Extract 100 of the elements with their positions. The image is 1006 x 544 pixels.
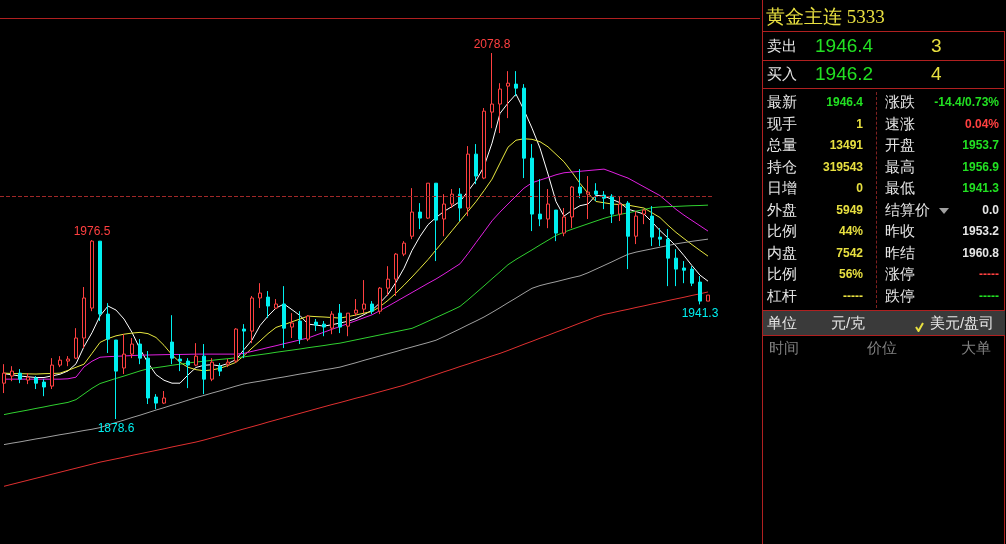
text: 4	[931, 63, 942, 85]
text: 黄金主连 5333	[766, 5, 885, 29]
candlestick	[418, 202, 422, 230]
text: 单位	[767, 314, 797, 333]
candlestick	[578, 168, 582, 199]
candlestick	[450, 188, 454, 209]
candlestick	[250, 295, 254, 344]
candlestick	[154, 393, 158, 410]
candlestick	[378, 286, 382, 315]
candlestick	[18, 368, 22, 384]
candlestick	[114, 339, 118, 420]
text: 杠杆	[767, 286, 797, 306]
text: 最高	[885, 157, 915, 177]
candlestick	[370, 300, 374, 315]
text: 319543	[822, 159, 863, 174]
candlestick	[274, 298, 278, 310]
candlestick	[362, 279, 366, 314]
candlestick	[226, 358, 230, 368]
candlestick	[442, 193, 446, 237]
candlestick	[178, 353, 182, 372]
text: 昨收	[885, 222, 915, 241]
candlestick	[674, 248, 678, 287]
candlestick	[258, 282, 262, 309]
candlestick	[202, 343, 206, 395]
candlestick	[322, 320, 326, 337]
candlestick	[162, 390, 166, 405]
text: 美元/盘司	[930, 314, 995, 333]
candlestick	[482, 107, 486, 180]
candlestick	[650, 205, 654, 247]
text: 1	[856, 116, 863, 131]
text: 昨结	[885, 243, 915, 263]
candlestick	[146, 350, 150, 405]
candlestick	[74, 327, 78, 360]
text: 最低	[885, 179, 915, 198]
candlestick	[306, 314, 310, 342]
candlestick	[706, 294, 710, 302]
candlestick	[466, 145, 470, 217]
candlestick	[610, 193, 614, 224]
text: 44%	[838, 224, 863, 238]
candlestick	[402, 240, 406, 257]
text: -----	[979, 267, 999, 281]
candlestick	[82, 286, 86, 349]
text: 涨跌	[885, 93, 915, 112]
candlestick	[546, 188, 550, 229]
candlestick	[130, 337, 134, 359]
text: 涨停	[885, 265, 915, 284]
candlestick	[498, 82, 502, 134]
candlestick	[426, 182, 430, 220]
text: -----	[843, 288, 863, 303]
candlestick	[242, 323, 246, 359]
candlestick	[50, 357, 54, 390]
text: 开盘	[885, 136, 915, 155]
text: 大单	[961, 339, 991, 358]
candlestick	[346, 312, 350, 337]
candlestick	[530, 143, 534, 232]
text: -14.4/0.73%	[934, 95, 999, 109]
candlestick	[194, 342, 198, 367]
candlestick	[66, 355, 70, 367]
candlestick	[330, 310, 334, 335]
candlestick	[682, 260, 686, 284]
candlestick	[234, 327, 238, 364]
candlestick	[554, 209, 558, 242]
candlestick	[698, 275, 702, 305]
text: 买入	[767, 65, 797, 84]
candlestick	[338, 303, 342, 334]
candlestick	[538, 178, 542, 227]
candlestick	[618, 195, 622, 222]
candlestick	[490, 52, 494, 129]
text: 结算价	[885, 200, 930, 220]
text: 日增	[767, 179, 797, 198]
candlestick	[106, 302, 110, 354]
candlestick	[34, 375, 38, 390]
text: 比例	[767, 222, 797, 241]
candlestick	[170, 314, 174, 365]
text: 现手	[767, 114, 797, 134]
candlestick	[26, 372, 30, 385]
text: 1956.9	[962, 159, 999, 174]
candlestick	[522, 83, 526, 179]
candlestick	[386, 265, 390, 297]
annotation: 2078.8	[473, 37, 511, 52]
candlestick	[354, 298, 358, 317]
text: 0.0	[982, 202, 999, 217]
candlestick	[602, 190, 606, 210]
candlestick	[58, 355, 62, 368]
candlestick	[290, 312, 294, 339]
text: 1953.2	[962, 224, 999, 238]
candlestick	[506, 70, 510, 119]
text: 时间	[769, 339, 799, 358]
candlestick	[594, 182, 598, 202]
candlestick	[658, 227, 662, 247]
candlestick	[394, 252, 398, 297]
text: 元/克	[831, 314, 866, 333]
candlestick	[2, 363, 6, 394]
text: 1953.7	[962, 138, 999, 152]
text: 0	[856, 181, 863, 195]
candlestick	[458, 187, 462, 222]
candlestick	[90, 239, 94, 312]
candlestick	[666, 228, 670, 287]
candlestick	[690, 265, 694, 287]
candlestick	[434, 182, 438, 262]
